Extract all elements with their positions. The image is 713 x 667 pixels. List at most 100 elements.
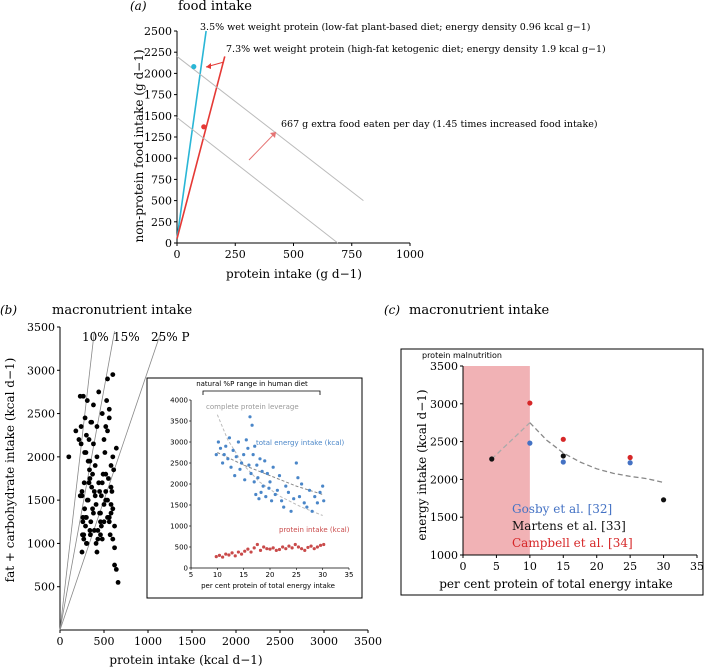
inset-point (258, 457, 262, 461)
panel-b-point (91, 528, 97, 533)
panel-a-arrowhead-3 (270, 132, 276, 138)
panel-b-point (91, 489, 97, 494)
panel-a-arrowhead-2 (206, 63, 211, 69)
inset-point (257, 497, 261, 501)
panel-b-reference-line (59, 331, 162, 631)
inset-y-tick-label: 2500 (170, 460, 188, 468)
inset-leverage-label: complete protein leverage (206, 403, 299, 411)
inset-x-tick-label: 20 (266, 571, 275, 579)
inset-point (318, 543, 323, 547)
inset-frame (146, 377, 363, 599)
inset-point (214, 555, 218, 559)
panel-b-point (88, 519, 94, 525)
inset-point (293, 542, 297, 547)
panel-c-y-tick-label: 1000 (430, 549, 458, 562)
panel-b-plot: 0 500 1000 1500 2000 2500 3000 3500 500 1000 1500 2… (27, 321, 382, 648)
panel-b-point (77, 493, 83, 499)
panel-c-heading: macronutrient intake (409, 303, 550, 318)
inset-point (322, 542, 326, 547)
inset-x-tick-label: 15 (239, 571, 248, 579)
panel-b-point (93, 541, 99, 546)
panel-b-point (106, 519, 112, 525)
panel-a-series-line (176, 117, 339, 244)
inset-curve (217, 452, 323, 495)
inset-point (310, 509, 314, 513)
panel-b-point (98, 519, 103, 525)
inset-point (321, 484, 325, 488)
inset-point (253, 444, 257, 448)
panel-b-point (81, 480, 87, 486)
panel-b-point (95, 536, 101, 542)
panel-b-point (87, 467, 92, 473)
panel-b-point (106, 415, 112, 421)
inset-point (259, 490, 263, 494)
panel-b-point (95, 528, 101, 533)
inset-x-tick-label: 30 (318, 571, 327, 579)
panel-b-point (80, 515, 86, 520)
panel-b-point (99, 411, 105, 416)
inset-point (233, 554, 237, 558)
panel-a-y-tick-label: 250 (151, 216, 172, 229)
inset-point (252, 480, 256, 484)
panel-b-point (99, 536, 105, 542)
panel-b-point (79, 549, 85, 555)
panel-b-point (110, 536, 116, 542)
inset-point (300, 547, 304, 551)
inset-x-tick-label: 25 (292, 571, 301, 579)
panel-b-point (94, 424, 100, 429)
inset-point (264, 495, 268, 499)
inset-point (224, 552, 228, 556)
panel-a-x-tick-label: 500 (283, 248, 304, 261)
inset-point (322, 499, 326, 503)
inset-point (271, 465, 275, 469)
panel-b-point (92, 463, 98, 468)
panel-a-x-tick-label: 1000 (396, 248, 424, 261)
inset-point (282, 505, 286, 509)
inset-point (222, 453, 226, 457)
panel-a-annotation-1: 3.5% wet weight protein (low-fat plant-b… (200, 22, 590, 33)
panel-b-point (108, 463, 114, 468)
panel-b-point (80, 393, 86, 399)
panel-b-point (83, 523, 88, 529)
panel-b-point (97, 489, 102, 494)
inset-y-tick-label: 2000 (170, 481, 188, 489)
panel-a-point (191, 64, 197, 70)
panel-c-y-tick-label: 3000 (430, 398, 458, 411)
inset-point (286, 490, 291, 494)
inset-point (221, 461, 225, 465)
panel-b-point (87, 476, 93, 481)
ref-line-label-10: 10% (82, 330, 109, 344)
inset-point (318, 490, 322, 494)
inset-point (258, 548, 263, 552)
inset-y-tick-label: 1500 (170, 502, 188, 510)
inset-point (284, 484, 288, 488)
panel-b-point (103, 489, 109, 494)
panel-b-point (105, 497, 110, 503)
panel-b-point (112, 545, 117, 551)
inset-point (251, 453, 255, 457)
inset-point (236, 440, 240, 444)
panel-c-point (489, 456, 495, 462)
panel-c-curve (491, 422, 531, 460)
panel-b-y-tick-label: 2000 (27, 451, 55, 464)
panel-a-series-line (176, 56, 364, 201)
panel-b-y-tick-label: 2500 (27, 408, 55, 421)
panel-c-y-tick-label: 2000 (430, 473, 458, 486)
panel-b-point (97, 510, 102, 516)
inset-point (265, 547, 269, 551)
panel-a-x-tick-label: 750 (341, 248, 362, 261)
inset-point (296, 545, 301, 549)
inset-point (290, 546, 294, 550)
panel-a-series-line (176, 30, 207, 239)
panel-c-ylabel: energy intake (kcal d−1) (415, 389, 429, 540)
panel-c-y-tick-label: 2500 (430, 436, 458, 449)
panel-b-point (78, 424, 84, 429)
panel-b-point (78, 441, 84, 447)
panel-b-point (79, 489, 85, 494)
inset-bracket-label: natural %P range in human diet (196, 380, 308, 388)
panel-c: (c) macronutrient intake 0 5 10 15 20 25 30 35 1… (384, 303, 704, 596)
panel-b-point (108, 484, 114, 490)
inset-point (306, 545, 310, 550)
panel-a-y-tick-label: 1750 (144, 89, 172, 102)
panel-a-annotation-3-arrow (248, 131, 277, 161)
